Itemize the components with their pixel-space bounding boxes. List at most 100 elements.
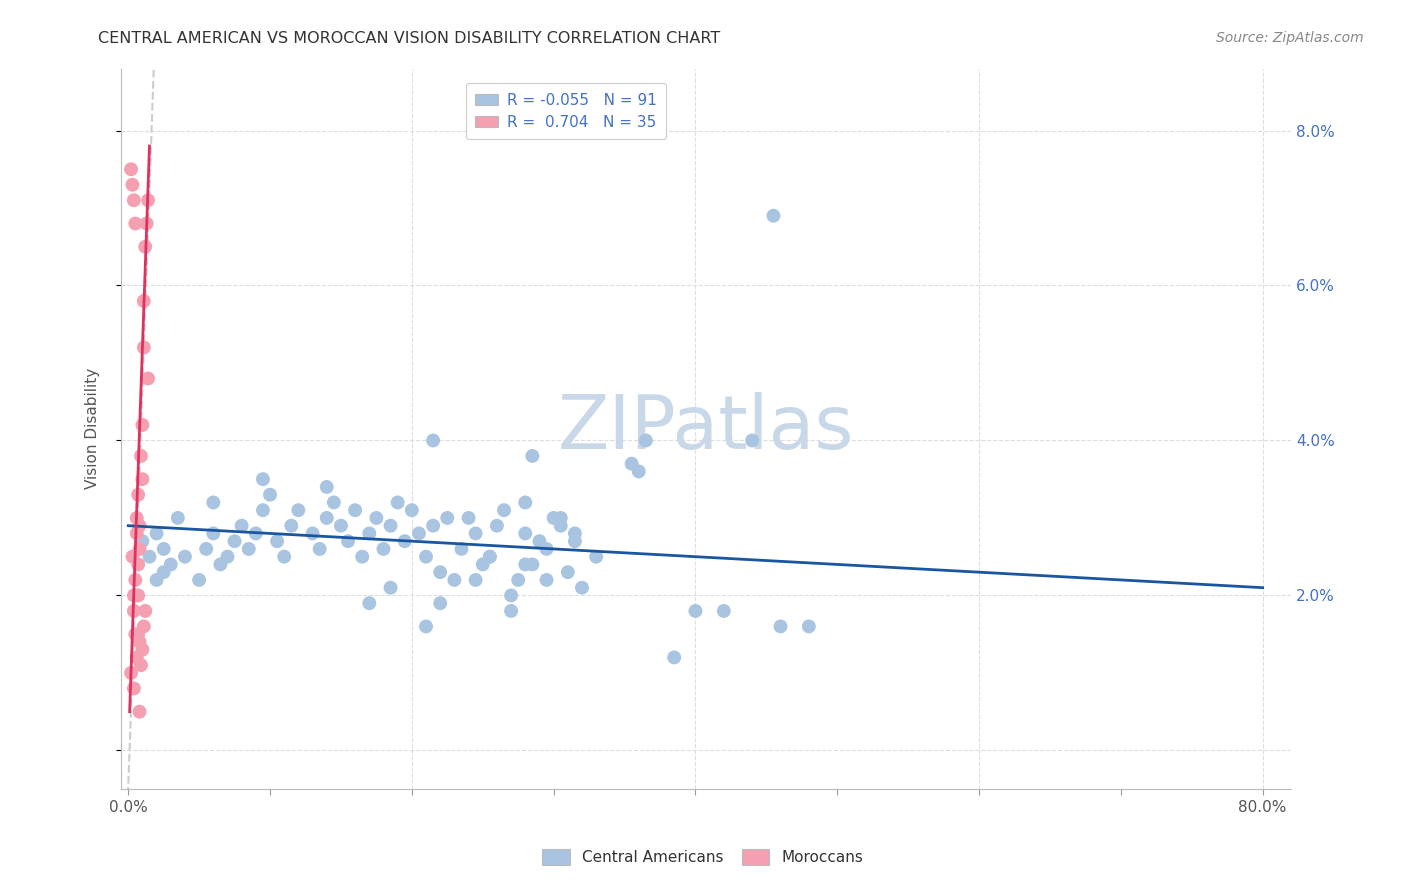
Point bbox=[515, 558, 537, 572]
Point bbox=[315, 511, 337, 525]
Point bbox=[202, 495, 225, 509]
Point bbox=[134, 240, 156, 254]
Point bbox=[464, 526, 486, 541]
Point bbox=[322, 495, 344, 509]
Point bbox=[174, 549, 197, 564]
Point bbox=[501, 589, 523, 603]
Point bbox=[124, 627, 146, 641]
Point bbox=[337, 534, 360, 549]
Point bbox=[259, 488, 281, 502]
Point bbox=[344, 503, 367, 517]
Point bbox=[152, 541, 174, 556]
Point bbox=[132, 293, 155, 308]
Point bbox=[287, 503, 309, 517]
Point bbox=[166, 511, 188, 525]
Point bbox=[557, 565, 579, 579]
Point bbox=[515, 495, 537, 509]
Point bbox=[522, 558, 544, 572]
Point bbox=[401, 503, 423, 517]
Point bbox=[571, 581, 593, 595]
Point bbox=[685, 604, 707, 618]
Point bbox=[359, 596, 381, 610]
Point bbox=[543, 511, 565, 525]
Point bbox=[529, 534, 551, 549]
Point bbox=[380, 518, 402, 533]
Point bbox=[122, 681, 145, 696]
Point bbox=[125, 650, 148, 665]
Point bbox=[408, 526, 430, 541]
Point bbox=[713, 604, 735, 618]
Point bbox=[797, 619, 820, 633]
Point bbox=[131, 642, 153, 657]
Point bbox=[125, 526, 148, 541]
Legend: R = -0.055   N = 91, R =  0.704   N = 35: R = -0.055 N = 91, R = 0.704 N = 35 bbox=[465, 83, 666, 139]
Point bbox=[387, 495, 409, 509]
Point bbox=[280, 518, 302, 533]
Point bbox=[145, 573, 167, 587]
Point bbox=[550, 518, 572, 533]
Point bbox=[224, 534, 246, 549]
Point bbox=[136, 371, 159, 385]
Point bbox=[564, 526, 586, 541]
Point bbox=[471, 558, 494, 572]
Point bbox=[769, 619, 792, 633]
Point bbox=[415, 549, 437, 564]
Point bbox=[492, 503, 515, 517]
Point bbox=[478, 549, 501, 564]
Point bbox=[238, 541, 260, 556]
Text: Source: ZipAtlas.com: Source: ZipAtlas.com bbox=[1216, 31, 1364, 45]
Point bbox=[120, 162, 142, 177]
Point bbox=[464, 573, 486, 587]
Point bbox=[394, 534, 416, 549]
Point bbox=[152, 565, 174, 579]
Point bbox=[127, 589, 149, 603]
Point bbox=[429, 565, 451, 579]
Point bbox=[125, 511, 148, 525]
Point bbox=[135, 217, 157, 231]
Point bbox=[564, 534, 586, 549]
Point bbox=[128, 541, 150, 556]
Point bbox=[127, 558, 149, 572]
Point bbox=[252, 472, 274, 486]
Point bbox=[121, 178, 143, 192]
Point bbox=[145, 526, 167, 541]
Point bbox=[128, 705, 150, 719]
Point bbox=[478, 549, 501, 564]
Point bbox=[128, 635, 150, 649]
Point bbox=[308, 541, 330, 556]
Point bbox=[131, 534, 153, 549]
Point bbox=[131, 472, 153, 486]
Point bbox=[359, 526, 381, 541]
Point bbox=[536, 573, 558, 587]
Point bbox=[536, 541, 558, 556]
Point bbox=[217, 549, 239, 564]
Text: ZIPatlas: ZIPatlas bbox=[558, 392, 855, 466]
Point bbox=[627, 465, 650, 479]
Point bbox=[634, 434, 657, 448]
Point bbox=[485, 518, 508, 533]
Point bbox=[128, 518, 150, 533]
Point bbox=[202, 526, 225, 541]
Point bbox=[138, 549, 160, 564]
Point bbox=[124, 217, 146, 231]
Point bbox=[662, 650, 685, 665]
Point bbox=[132, 619, 155, 633]
Point bbox=[450, 541, 472, 556]
Point bbox=[366, 511, 388, 525]
Point bbox=[188, 573, 211, 587]
Point bbox=[443, 573, 465, 587]
Point bbox=[252, 503, 274, 517]
Point bbox=[373, 541, 395, 556]
Point bbox=[422, 518, 444, 533]
Point bbox=[329, 518, 352, 533]
Point bbox=[136, 193, 159, 207]
Point bbox=[122, 604, 145, 618]
Point bbox=[266, 534, 288, 549]
Point bbox=[122, 193, 145, 207]
Point bbox=[231, 518, 253, 533]
Point bbox=[195, 541, 218, 556]
Point bbox=[159, 558, 181, 572]
Point bbox=[515, 526, 537, 541]
Point bbox=[741, 434, 763, 448]
Point bbox=[209, 558, 232, 572]
